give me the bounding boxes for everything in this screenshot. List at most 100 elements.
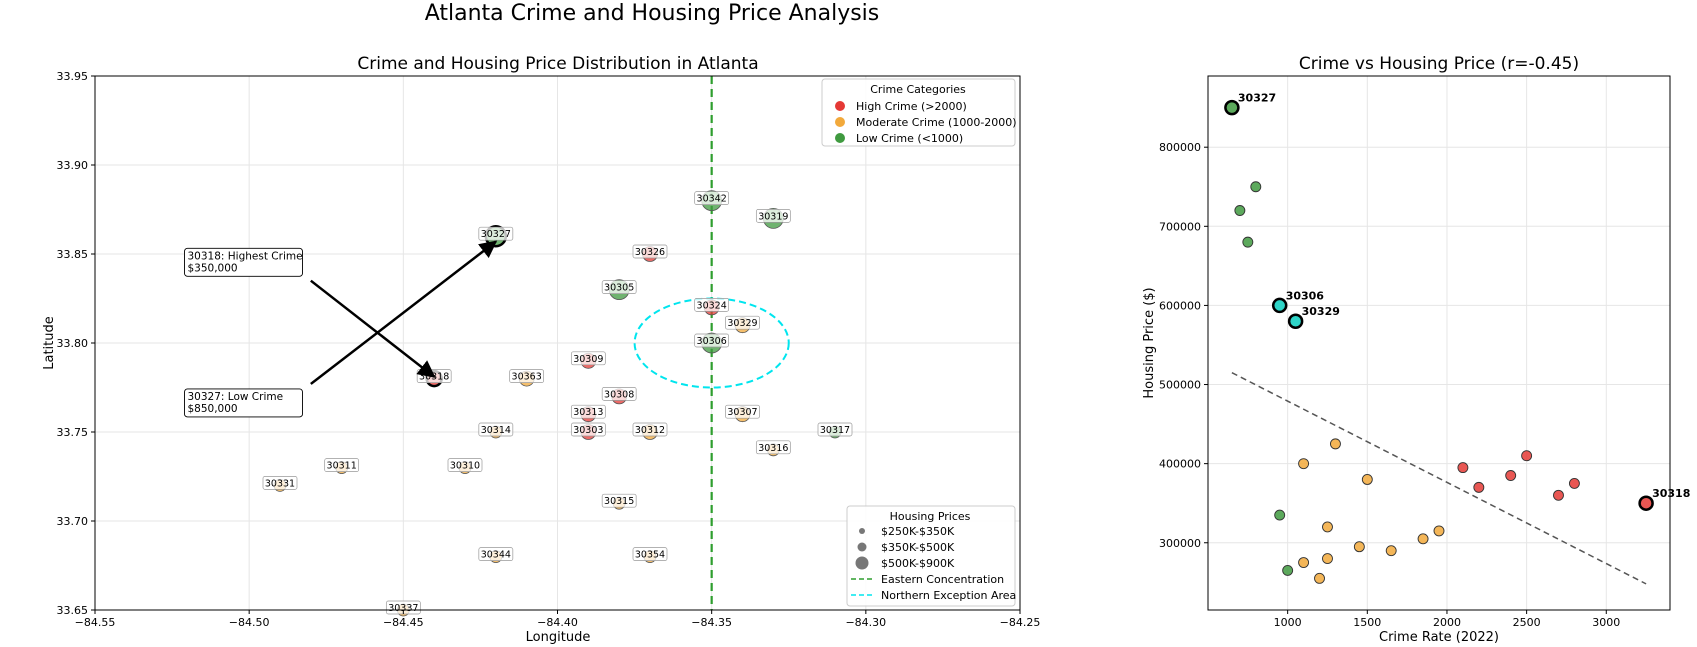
legend-low-marker	[835, 133, 845, 143]
crime-price-point	[1433, 525, 1445, 537]
legend-medium-label: $350K-$500K	[881, 541, 955, 554]
left-x-axis-label: Longitude	[526, 630, 591, 645]
right-x-tick-label: 1500	[1353, 616, 1381, 629]
legend-northern-label: Northern Exception Area	[881, 589, 1016, 602]
right-trend-line	[1231, 371, 1647, 585]
left-x-tick-label: −84.30	[845, 616, 886, 629]
zip-label-box	[601, 280, 637, 294]
crime-price-point	[1322, 521, 1333, 533]
right-y-tick-label: 600000	[1159, 299, 1201, 312]
annotation-box	[184, 388, 303, 418]
crime-legend-title: Crime Categories	[870, 83, 966, 96]
right-ticks: 1000 1500 2000 2500 3000 300000 400000 500000 60…	[1159, 141, 1620, 629]
zip-label-box	[601, 387, 637, 401]
left-y-axis-label: Latitude	[42, 316, 57, 370]
left-zip-labels: 30342 30319 30327 30326 30305 303243032930306…	[262, 191, 853, 615]
zip-label-30307: 30307	[727, 407, 757, 418]
right-x-tick-label: 3000	[1592, 616, 1620, 629]
zip-label-30327: 30327	[481, 229, 511, 240]
zip-label-30337: 30337	[388, 603, 418, 614]
annotation-text: 30318: Highest Crime	[188, 250, 303, 262]
legend-moderate-marker	[835, 117, 845, 127]
point-label-30329: 30329	[1302, 305, 1340, 318]
zip-label-box	[694, 333, 730, 348]
zip-label-box	[570, 422, 606, 437]
zip-label-30311: 30311	[327, 461, 357, 472]
annotation-box	[184, 247, 303, 277]
left-y-tick-label: 33.70	[57, 515, 89, 528]
left-x-tick-label: −84.50	[229, 616, 270, 629]
zip-label-30314: 30314	[481, 425, 511, 436]
right-y-tick-label: 800000	[1159, 141, 1201, 154]
left-y-tick-label: 33.90	[57, 159, 89, 172]
zip-label-box	[725, 315, 760, 330]
crime-price-point	[1329, 438, 1341, 450]
zip-label-box	[694, 298, 730, 312]
crime-price-point	[1242, 236, 1254, 248]
legend-low-label: Low Crime (<1000)	[856, 132, 963, 145]
annotation-text: 30327: Low Crime	[188, 391, 284, 403]
crime-price-point	[1568, 477, 1580, 489]
crime-price-point	[1505, 470, 1517, 481]
crime-price-point	[1457, 462, 1469, 474]
zip-label-box	[755, 209, 791, 223]
right-y-tick-label: 400000	[1159, 458, 1201, 471]
left-chart-title: Crime and Housing Price Distribution in …	[357, 54, 758, 74]
crime-price-point	[1417, 533, 1429, 545]
left-x-tick-label: −84.55	[75, 616, 116, 629]
crime-price-point	[1298, 458, 1310, 470]
right-points	[1224, 99, 1654, 584]
legend-large-marker	[855, 556, 869, 570]
left-y-tick-label: 33.80	[57, 337, 89, 350]
legend-high-marker	[835, 101, 845, 111]
crime-legend-box	[821, 78, 1016, 147]
zip-label-box	[632, 422, 668, 437]
zip-label-box	[570, 404, 606, 419]
zip-label-30316: 30316	[758, 443, 788, 454]
crime-price-point	[1361, 474, 1373, 485]
figure-title: Atlanta Crime and Housing Price Analysis	[425, 1, 880, 26]
crime-price-point	[1287, 313, 1304, 329]
zip-label-30326: 30326	[635, 247, 665, 258]
zip-label-box	[262, 476, 298, 490]
trend-line	[1231, 371, 1647, 585]
right-plot-frame	[1207, 75, 1671, 611]
right-gridlines	[1208, 76, 1670, 610]
zip-label-30363: 30363	[512, 372, 542, 383]
left-y-tick-label: 33.95	[57, 70, 89, 83]
annotation-text: $850,000	[188, 403, 238, 415]
legend-medium-marker	[857, 542, 867, 552]
left-ticks: −84.55 −84.50 −84.45 −84.40 −84.35 −84.30 −84.…	[57, 70, 1041, 629]
legend-eastern-label: Eastern Concentration	[881, 573, 1004, 586]
crime-categories-legend: Crime Categories High Crime (>2000) Mode…	[821, 78, 1017, 147]
housing-prices-legend: Housing Prices $250K-$350K $350K-$500K $…	[846, 505, 1016, 607]
right-y-tick-label: 300000	[1159, 537, 1201, 550]
right-point-labels: 30327 30306 30329 30318	[1238, 92, 1690, 501]
zip-label-30310: 30310	[450, 461, 480, 472]
zip-label-30319: 30319	[758, 211, 788, 222]
right-y-tick-label: 700000	[1159, 220, 1201, 233]
zip-label-30324: 30324	[697, 300, 727, 311]
legend-high-label: High Crime (>2000)	[856, 100, 967, 113]
point-label-30318: 30318	[1652, 487, 1690, 500]
legend-small-marker	[859, 528, 865, 534]
legend-moderate-label: Moderate Crime (1000-2000)	[856, 116, 1017, 129]
crime-price-point	[1553, 489, 1564, 501]
right-plot-area	[1208, 76, 1670, 610]
right-x-axis-label: Crime Rate (2022)	[1379, 630, 1499, 645]
crime-price-point	[1473, 481, 1485, 493]
zip-label-30308: 30308	[604, 389, 634, 400]
right-x-tick-label: 1000	[1274, 616, 1302, 629]
annotation-text: $350,000	[188, 262, 238, 274]
zip-label-box	[632, 244, 668, 259]
zip-label-box	[725, 404, 760, 419]
zip-label-30318: 30318	[419, 372, 449, 383]
zip-label-box	[447, 458, 483, 472]
zip-label-30305: 30305	[604, 283, 634, 294]
right-y-tick-label: 500000	[1159, 379, 1201, 392]
left-annotations: 30318: Highest Crime$350,000 30327: Low C…	[184, 240, 498, 418]
zip-label-box	[570, 351, 606, 366]
crime-vs-price-chart: Crime vs Housing Price (r=-0.45) 3032730…	[1142, 54, 1690, 645]
zip-label-box	[694, 191, 730, 205]
